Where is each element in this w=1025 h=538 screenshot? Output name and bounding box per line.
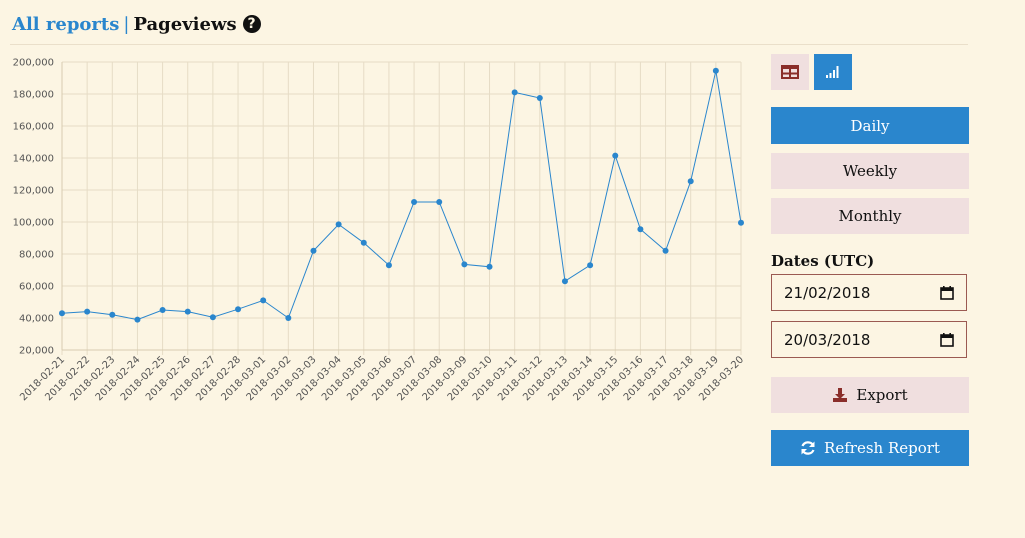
y-tick-label: 160,000 xyxy=(13,122,54,133)
y-tick-label: 60,000 xyxy=(19,282,54,293)
data-point xyxy=(587,262,594,269)
data-point xyxy=(310,247,317,254)
data-point xyxy=(385,262,392,269)
data-point xyxy=(235,306,242,313)
data-point xyxy=(687,178,694,185)
start-date-value: 21/02/2018 xyxy=(784,283,871,302)
calendar-icon[interactable] xyxy=(940,332,954,347)
data-point xyxy=(486,263,493,270)
y-tick-label: 180,000 xyxy=(13,90,54,101)
start-date-input[interactable]: 21/02/2018 xyxy=(771,274,967,311)
data-point xyxy=(360,239,367,246)
data-point xyxy=(612,152,619,159)
data-point xyxy=(436,199,443,205)
series-line xyxy=(61,70,742,321)
data-point xyxy=(209,314,216,321)
y-tick-label: 120,000 xyxy=(13,186,54,197)
data-point xyxy=(637,226,644,233)
export-button[interactable]: Export xyxy=(771,377,969,413)
download-icon xyxy=(832,387,848,403)
page-title: Pageviews xyxy=(133,13,237,35)
data-point xyxy=(184,308,191,315)
chart-view-button[interactable] xyxy=(814,54,852,90)
end-date-value: 20/03/2018 xyxy=(784,330,871,349)
data-point xyxy=(662,247,669,254)
data-point xyxy=(159,307,166,313)
data-point xyxy=(134,316,141,323)
pageviews-line-chart: 20,000 40,000 60,000 80,000 100,000 120,000 14… xyxy=(13,58,746,404)
refresh-label: Refresh Report xyxy=(824,439,940,457)
y-tick-label: 140,000 xyxy=(13,154,54,165)
weekly-button[interactable]: Weekly xyxy=(771,153,969,189)
table-icon xyxy=(781,65,799,79)
daily-button[interactable]: Daily xyxy=(771,107,969,144)
data-point xyxy=(285,315,292,321)
data-point xyxy=(712,67,719,74)
table-view-button[interactable] xyxy=(771,54,809,90)
y-tick-label: 200,000 xyxy=(13,58,54,69)
data-point xyxy=(84,308,91,315)
calendar-icon[interactable] xyxy=(940,285,954,300)
bar-chart-icon xyxy=(826,66,839,78)
monthly-button[interactable]: Monthly xyxy=(771,198,969,234)
data-point xyxy=(260,297,267,304)
dates-label: Dates (UTC) xyxy=(771,252,875,270)
data-point xyxy=(536,95,543,101)
end-date-input[interactable]: 20/03/2018 xyxy=(771,321,967,358)
export-label: Export xyxy=(856,386,908,404)
y-tick-label: 20,000 xyxy=(19,346,54,357)
data-point xyxy=(461,261,468,268)
y-tick-label: 100,000 xyxy=(13,218,54,229)
header-divider xyxy=(10,44,968,45)
help-icon[interactable]: ? xyxy=(242,15,261,33)
data-point xyxy=(109,311,116,318)
y-tick-label: 40,000 xyxy=(19,314,54,325)
refresh-report-button[interactable]: Refresh Report xyxy=(771,430,969,466)
y-tick-label: 80,000 xyxy=(19,250,54,261)
refresh-icon xyxy=(800,440,816,456)
breadcrumb-separator: | xyxy=(123,13,130,35)
data-point xyxy=(335,221,342,228)
data-point xyxy=(561,278,568,285)
data-point xyxy=(738,219,744,226)
data-point xyxy=(59,310,65,317)
data-point xyxy=(411,199,418,205)
all-reports-link[interactable]: All reports xyxy=(12,13,120,35)
data-point xyxy=(511,89,518,96)
page-header: All reports | Pageviews ? xyxy=(12,10,261,38)
